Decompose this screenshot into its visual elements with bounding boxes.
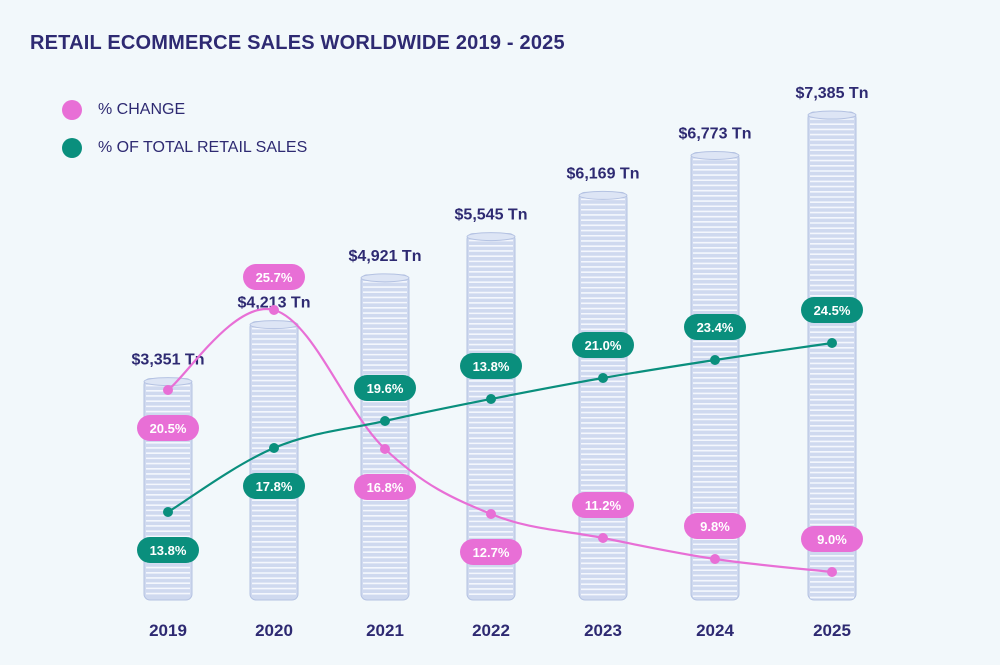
bar-value-label: $4,921 Tn bbox=[349, 248, 422, 265]
series-point bbox=[827, 338, 837, 348]
bar-2019 bbox=[143, 377, 193, 601]
svg-text:13.8%: 13.8% bbox=[150, 543, 187, 558]
bar-value-label: $3,351 Tn bbox=[132, 352, 205, 369]
series-point bbox=[710, 554, 720, 564]
x-tick-label: 2024 bbox=[696, 621, 734, 640]
svg-text:13.8%: 13.8% bbox=[473, 359, 510, 374]
legend-swatch-pct-change bbox=[62, 100, 82, 120]
data-label: 25.7% bbox=[243, 264, 305, 290]
svg-text:20.5%: 20.5% bbox=[150, 421, 187, 436]
bar-value-label: $7,385 Tn bbox=[796, 85, 869, 102]
x-tick-label: 2022 bbox=[472, 621, 510, 640]
series-point bbox=[486, 509, 496, 519]
legend-swatch-pct-total bbox=[62, 138, 82, 158]
series-point bbox=[380, 416, 390, 426]
data-label: 13.8% bbox=[460, 353, 522, 379]
bar-value-label: $4,213 Tn bbox=[238, 295, 311, 312]
svg-text:9.0%: 9.0% bbox=[817, 532, 847, 547]
data-label: 17.8% bbox=[243, 473, 305, 499]
data-label: 9.8% bbox=[684, 513, 746, 539]
series-point bbox=[486, 394, 496, 404]
data-label: 23.4% bbox=[684, 314, 746, 340]
series-point bbox=[269, 443, 279, 453]
legend-label-pct-total: % OF TOTAL RETAIL SALES bbox=[98, 139, 308, 156]
bar-value-label: $6,773 Tn bbox=[679, 125, 752, 142]
svg-text:17.8%: 17.8% bbox=[256, 479, 293, 494]
series-point bbox=[163, 385, 173, 395]
svg-text:16.8%: 16.8% bbox=[367, 480, 404, 495]
bar-2025 bbox=[807, 110, 857, 601]
svg-text:9.8%: 9.8% bbox=[700, 519, 730, 534]
x-tick-label: 2025 bbox=[813, 621, 851, 640]
bar-value-label: $6,169 Tn bbox=[567, 165, 640, 182]
series-point bbox=[598, 533, 608, 543]
bar-2020 bbox=[249, 320, 299, 601]
bar-2021 bbox=[360, 273, 410, 601]
legend-label-pct-change: % CHANGE bbox=[98, 101, 186, 118]
x-tick-label: 2019 bbox=[149, 621, 187, 640]
series-point bbox=[269, 305, 279, 315]
svg-text:24.5%: 24.5% bbox=[814, 303, 851, 318]
svg-text:21.0%: 21.0% bbox=[585, 338, 622, 353]
data-label: 16.8% bbox=[354, 474, 416, 500]
svg-text:25.7%: 25.7% bbox=[256, 270, 293, 285]
data-label: 13.8% bbox=[137, 537, 199, 563]
chart-title: RETAIL ECOMMERCE SALES WORLDWIDE 2019 - … bbox=[30, 32, 565, 54]
data-label: 20.5% bbox=[137, 415, 199, 441]
bar-value-label: $5,545 Tn bbox=[455, 207, 528, 224]
x-tick-label: 2021 bbox=[366, 621, 404, 640]
data-label: 12.7% bbox=[460, 539, 522, 565]
series-point bbox=[163, 507, 173, 517]
data-label: 19.6% bbox=[354, 375, 416, 401]
svg-text:23.4%: 23.4% bbox=[697, 320, 734, 335]
series-point bbox=[380, 444, 390, 454]
x-tick-label: 2023 bbox=[584, 621, 622, 640]
data-label: 24.5% bbox=[801, 297, 863, 323]
data-label: 9.0% bbox=[801, 526, 863, 552]
x-tick-label: 2020 bbox=[255, 621, 293, 640]
svg-text:11.2%: 11.2% bbox=[585, 498, 622, 513]
svg-text:19.6%: 19.6% bbox=[367, 381, 404, 396]
series-point bbox=[710, 355, 720, 365]
legend-item-pct-total: % OF TOTAL RETAIL SALES bbox=[62, 138, 307, 158]
series-point bbox=[827, 567, 837, 577]
series-point bbox=[598, 373, 608, 383]
legend-item-pct-change: % CHANGE bbox=[62, 100, 185, 120]
data-label: 11.2% bbox=[572, 492, 634, 518]
data-label: 21.0% bbox=[572, 332, 634, 358]
svg-text:12.7%: 12.7% bbox=[473, 545, 510, 560]
